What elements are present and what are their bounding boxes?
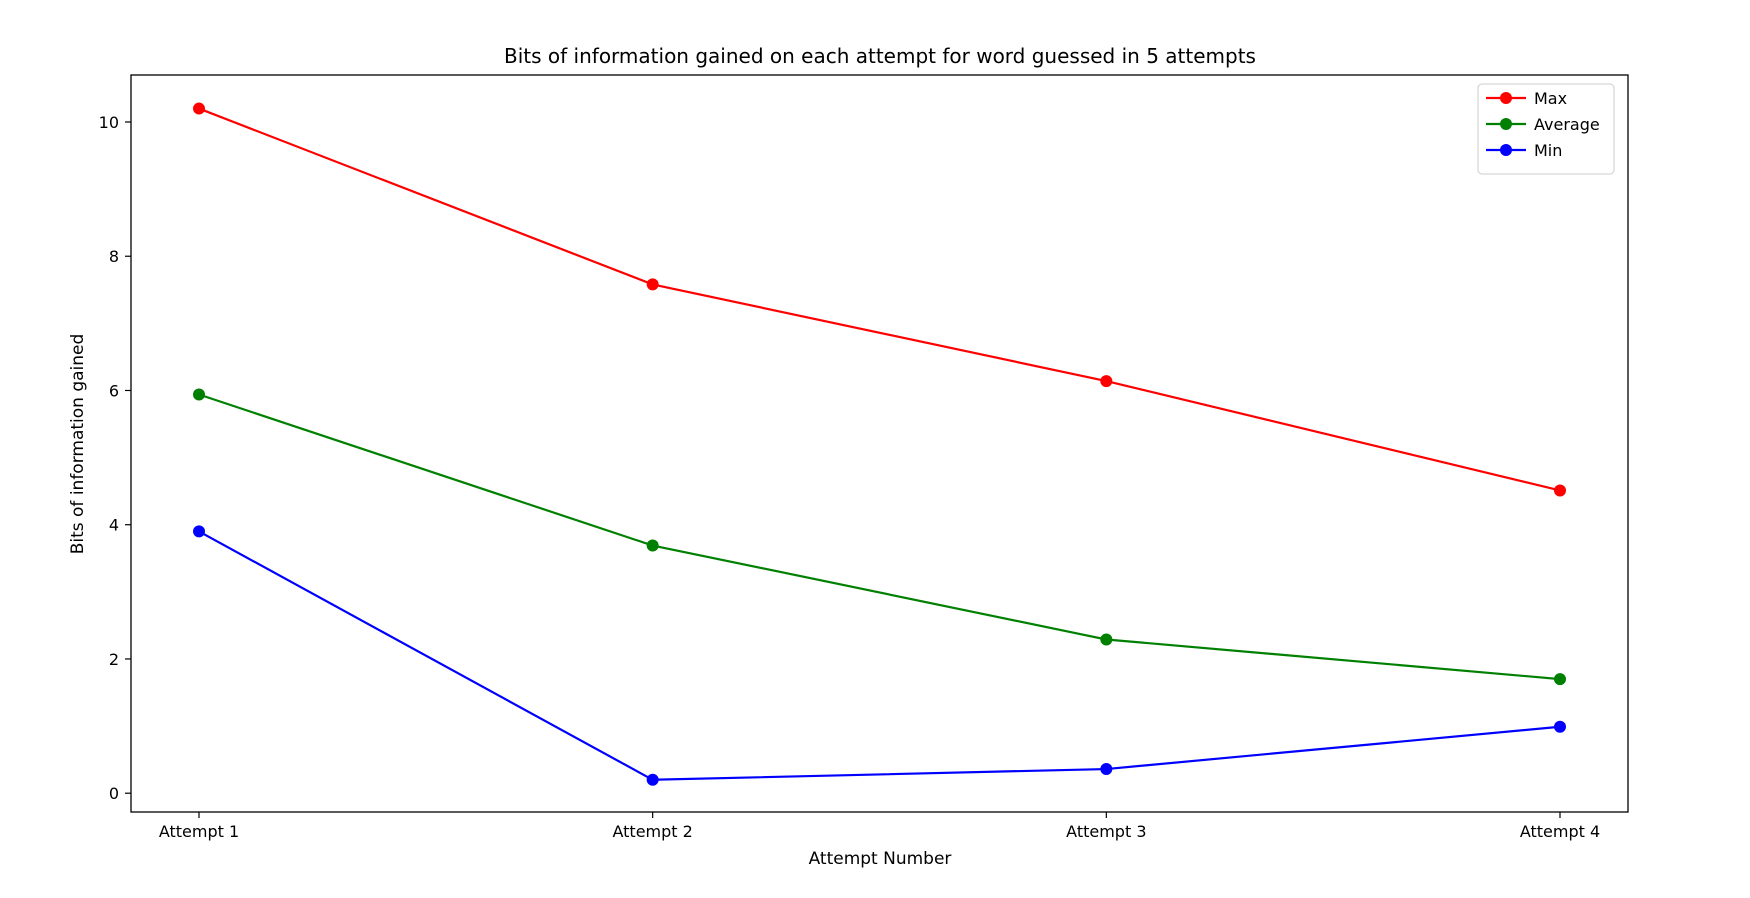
y-tick-label: 10	[99, 113, 119, 132]
legend-label-max: Max	[1534, 89, 1567, 108]
data-point-average	[1554, 673, 1566, 686]
legend-marker-average	[1500, 118, 1512, 130]
legend: Max Average Min	[1477, 83, 1615, 175]
axes-frame	[130, 74, 1629, 813]
y-axis: 0 2 4 6 8 10	[99, 113, 131, 803]
y-tick-label: 0	[109, 784, 119, 803]
series-line-min	[198, 530, 1561, 781]
data-point-average	[1100, 633, 1113, 646]
data-point-average	[646, 539, 659, 552]
y-axis-label: Bits of information gained	[68, 334, 88, 555]
plot-area	[193, 102, 1566, 786]
data-point-min	[646, 773, 659, 786]
legend-marker-max	[1500, 92, 1512, 104]
data-point-max	[1554, 484, 1566, 497]
y-tick-label: 8	[109, 247, 119, 266]
y-tick-label: 6	[109, 381, 119, 400]
legend-label-min: Min	[1534, 141, 1562, 160]
y-tick-label: 4	[109, 516, 119, 535]
x-axis-label: Attempt Number	[809, 849, 952, 869]
data-point-min	[1554, 720, 1566, 733]
x-tick-label: Attempt 1	[159, 822, 239, 841]
series-line-average	[198, 393, 1561, 681]
data-point-max	[193, 102, 205, 115]
data-point-min	[193, 525, 205, 538]
chart-title: Bits of information gained on each attem…	[504, 44, 1256, 68]
data-point-min	[1100, 763, 1113, 776]
y-tick-label: 2	[109, 650, 119, 669]
legend-marker-min	[1500, 144, 1512, 156]
data-point-max	[646, 278, 659, 291]
x-tick-label: Attempt 4	[1520, 822, 1600, 841]
series-line-max	[198, 107, 1561, 492]
legend-label-average: Average	[1534, 115, 1600, 134]
x-tick-label: Attempt 3	[1066, 822, 1146, 841]
legend-box	[1477, 83, 1615, 175]
x-tick-label: Attempt 2	[612, 822, 692, 841]
data-point-average	[193, 388, 205, 401]
x-axis: Attempt 1 Attempt 2 Attempt 3 Attempt 4	[159, 812, 1600, 841]
data-point-max	[1100, 375, 1113, 388]
